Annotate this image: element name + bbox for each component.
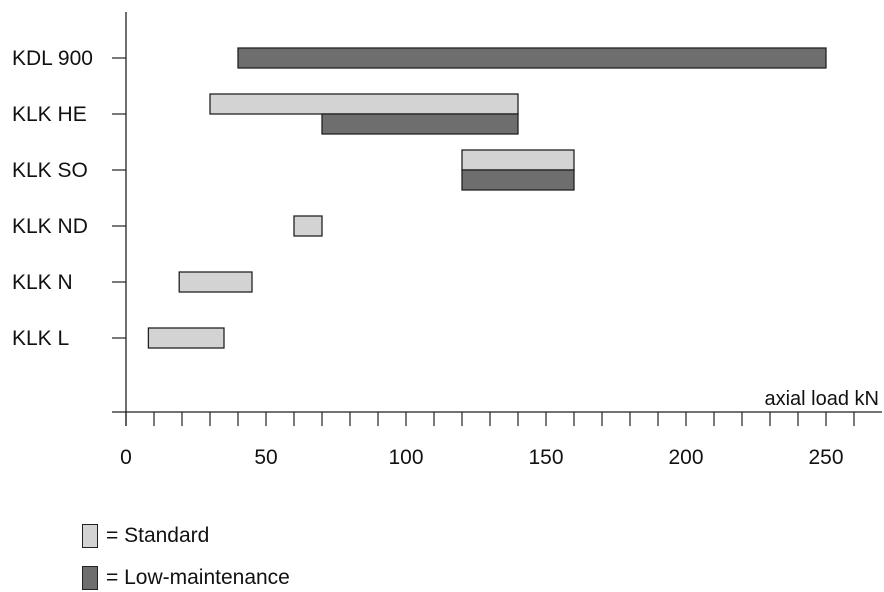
- category-label-klk-nd: KLK ND: [12, 215, 88, 238]
- x-tick-label: 50: [254, 446, 277, 469]
- category-label-klk-n: KLK N: [12, 271, 73, 294]
- axes: [112, 12, 882, 426]
- x-tick-label: 0: [120, 446, 132, 469]
- category-label-klk-l: KLK L: [12, 327, 69, 350]
- x-axis-title: axial load kN: [764, 388, 879, 410]
- category-label-klk-so: KLK SO: [12, 159, 88, 182]
- bar-low-maintenance-klk-he: [321, 113, 519, 135]
- bar-standard-klk-nd: [293, 215, 323, 237]
- low-maintenance-swatch: [82, 566, 98, 590]
- standard-swatch: [82, 524, 98, 548]
- legend-label-standard: = Standard: [106, 524, 210, 547]
- bars: [147, 47, 827, 349]
- bar-standard-klk-he: [209, 93, 519, 115]
- x-tick-label: 100: [388, 446, 423, 469]
- bar-low-maintenance-klk-so: [461, 169, 575, 191]
- bar-low-maintenance-kdl-900: [237, 47, 827, 69]
- legend-item-standard: = Standard: [82, 524, 209, 548]
- x-tick-label: 250: [808, 446, 843, 469]
- category-label-klk-he: KLK HE: [12, 103, 87, 126]
- x-tick-label: 200: [668, 446, 703, 469]
- bar-standard-klk-n: [178, 271, 253, 293]
- bar-standard-klk-l: [147, 327, 225, 349]
- legend-label-low-maintenance: = Low-maintenance: [106, 566, 290, 589]
- legend-item-low-maintenance: = Low-maintenance: [82, 566, 290, 590]
- category-label-kdl-900: KDL 900: [12, 47, 93, 70]
- labels: 0 50 100 150 200 250 axial load kN KDL 900 KLK H…: [12, 47, 879, 469]
- bar-standard-klk-so: [461, 149, 575, 171]
- x-tick-label: 150: [528, 446, 563, 469]
